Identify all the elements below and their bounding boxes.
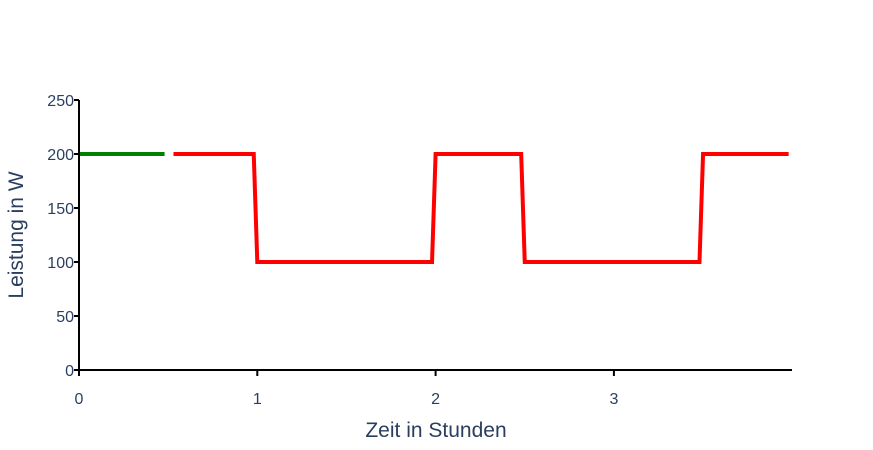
y-tick-label: 250 — [47, 93, 74, 110]
series-line-2 — [173, 152, 789, 264]
x-tick-label: 0 — [75, 391, 84, 408]
series-layer — [79, 152, 789, 264]
y-ticks: 0 50 100 150 200 250 — [47, 93, 79, 380]
y-tick-label: 100 — [47, 255, 74, 272]
y-tick-label: 0 — [65, 363, 74, 380]
x-tick-label: 1 — [253, 391, 262, 408]
x-tick-label: 3 — [609, 391, 618, 408]
y-tick-label: 200 — [47, 147, 74, 164]
y-tick-label: 50 — [56, 309, 74, 326]
x-axis-title: Zeit in Stunden — [365, 419, 506, 442]
y-axis-title: Leistung in W — [5, 171, 28, 298]
y-tick-label: 150 — [47, 201, 74, 218]
x-ticks: 0 1 2 3 — [75, 370, 618, 408]
x-tick-label: 2 — [431, 391, 440, 408]
